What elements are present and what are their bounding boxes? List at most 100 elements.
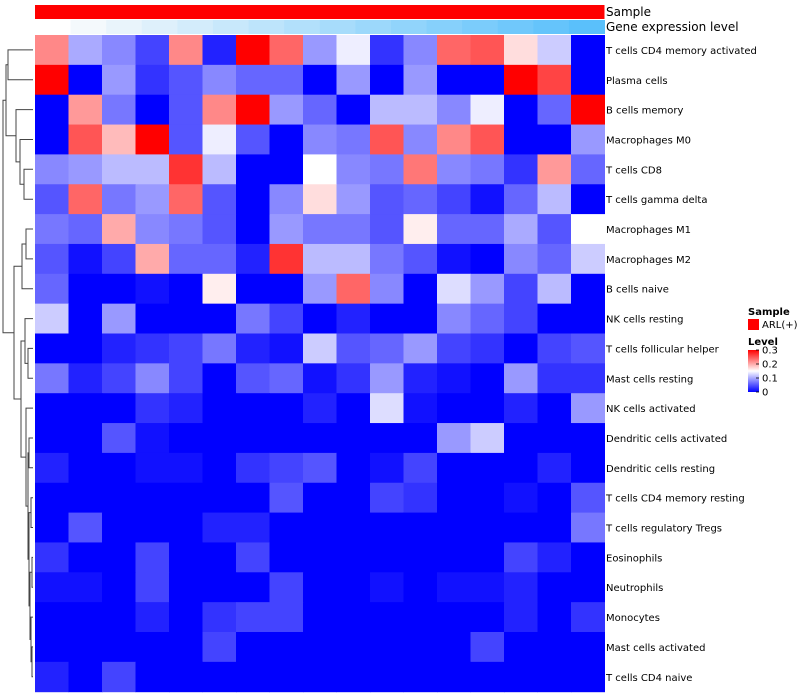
heatmap-cell (537, 94, 572, 126)
heatmap-cell (571, 243, 605, 275)
heatmap-cell (169, 303, 203, 334)
heatmap-cell (504, 542, 538, 573)
level-tick-label: 0.1 (762, 374, 778, 385)
dendrogram-branch (25, 228, 33, 260)
heatmap-cell (504, 452, 538, 484)
heatmap-cell (102, 64, 136, 96)
heatmap-cell (303, 154, 337, 185)
heatmap-cell (135, 482, 170, 514)
heatmap-cell (135, 303, 170, 334)
row-label: T cells CD4 memory resting (605, 494, 745, 505)
heatmap-cell (135, 214, 170, 245)
heatmap-cell (68, 94, 103, 126)
heatmap-cell (135, 542, 170, 573)
heatmap-cell (336, 64, 371, 96)
heatmap-cell (35, 393, 69, 424)
heatmap-cell (303, 512, 337, 543)
heatmap-cell (102, 393, 136, 424)
heatmap-cell (269, 64, 304, 96)
heatmap-cell (370, 542, 404, 573)
heatmap-cell (169, 333, 203, 364)
heatmap-cell (102, 124, 136, 155)
heatmap-cell (470, 35, 505, 66)
heatmap-cell (269, 363, 304, 394)
heatmap-cell (68, 542, 103, 573)
heatmap-cell (135, 393, 170, 424)
expression-track-cell (497, 20, 534, 34)
heatmap-cell (336, 452, 371, 484)
heatmap-cell (470, 333, 505, 364)
heatmap-cell (437, 214, 471, 245)
heatmap-cell (470, 661, 505, 693)
heatmap-cell (537, 452, 572, 484)
heatmap-cell (202, 632, 237, 663)
heatmap-cell (370, 602, 404, 633)
row-label: T cells regulatory Tregs (605, 524, 722, 535)
heatmap-cell (303, 423, 337, 454)
heatmap-cell (303, 333, 337, 364)
heatmap-cell (102, 243, 136, 275)
heatmap-cell (269, 124, 304, 155)
dendrogram-branch (28, 437, 33, 469)
heatmap-cell (537, 214, 572, 245)
heatmap-cell (68, 124, 103, 155)
heatmap-cell (236, 572, 270, 603)
heatmap-cell (403, 243, 438, 275)
heatmap-cell (135, 423, 170, 454)
expression-track-cell (390, 20, 428, 34)
heatmap-cell (236, 273, 270, 305)
row-label: Dendritic cells activated (606, 434, 727, 445)
heatmap-cell (437, 512, 471, 543)
expression-track-cell (106, 20, 143, 34)
heatmap-cell (269, 35, 304, 66)
heatmap-cell (202, 94, 237, 126)
heatmap-cell (504, 273, 538, 305)
heatmap-cell (202, 35, 237, 66)
heatmap-cell (269, 572, 304, 603)
heatmap-cell (269, 393, 304, 424)
heatmap-cell (403, 661, 438, 693)
dendrogram-branch (31, 556, 33, 588)
dendrogram-branch (23, 168, 33, 200)
heatmap-cell (35, 184, 69, 215)
heatmap-cell (35, 512, 69, 543)
heatmap-cell (437, 64, 471, 96)
dendrogram-branch (30, 497, 33, 528)
row-label: B cells memory (606, 106, 683, 117)
heatmap-cell (403, 273, 438, 305)
expression-annotation-track (35, 20, 605, 34)
level-tick-label: 0.2 (762, 360, 778, 371)
heatmap-cell (35, 572, 69, 603)
heatmap-cell (169, 64, 203, 96)
heatmap-cell (269, 154, 304, 185)
heatmap-cell (303, 661, 337, 693)
heatmap-cell (202, 333, 237, 364)
heatmap-cell (336, 363, 371, 394)
heatmap-cell (470, 632, 505, 663)
heatmap-cell (102, 512, 136, 543)
heatmap-cell (68, 512, 103, 543)
heatmap-cell (370, 482, 404, 514)
heatmap-cell (504, 423, 538, 454)
heatmap-cell (336, 154, 371, 185)
heatmap-cell (370, 214, 404, 245)
heatmap-cell (403, 393, 438, 424)
heatmap-cell (437, 452, 471, 484)
heatmap-cell (470, 154, 505, 185)
heatmap-cell (102, 572, 136, 603)
heatmap-cell (236, 452, 270, 484)
sample-legend-title: Sample (748, 307, 790, 318)
heatmap-cell (470, 243, 505, 275)
level-legend-colorbar (748, 350, 759, 392)
heatmap-cell (303, 632, 337, 663)
heatmap-cell (102, 333, 136, 364)
heatmap-cell (571, 602, 605, 633)
heatmap-cell (437, 243, 471, 275)
heatmap-cell (68, 273, 103, 305)
heatmap-cell (35, 214, 69, 245)
heatmap-cell (135, 243, 170, 275)
level-tick-label: 0 (762, 388, 768, 399)
heatmap-cell (537, 482, 572, 514)
dendrogram-branch (7, 49, 33, 81)
